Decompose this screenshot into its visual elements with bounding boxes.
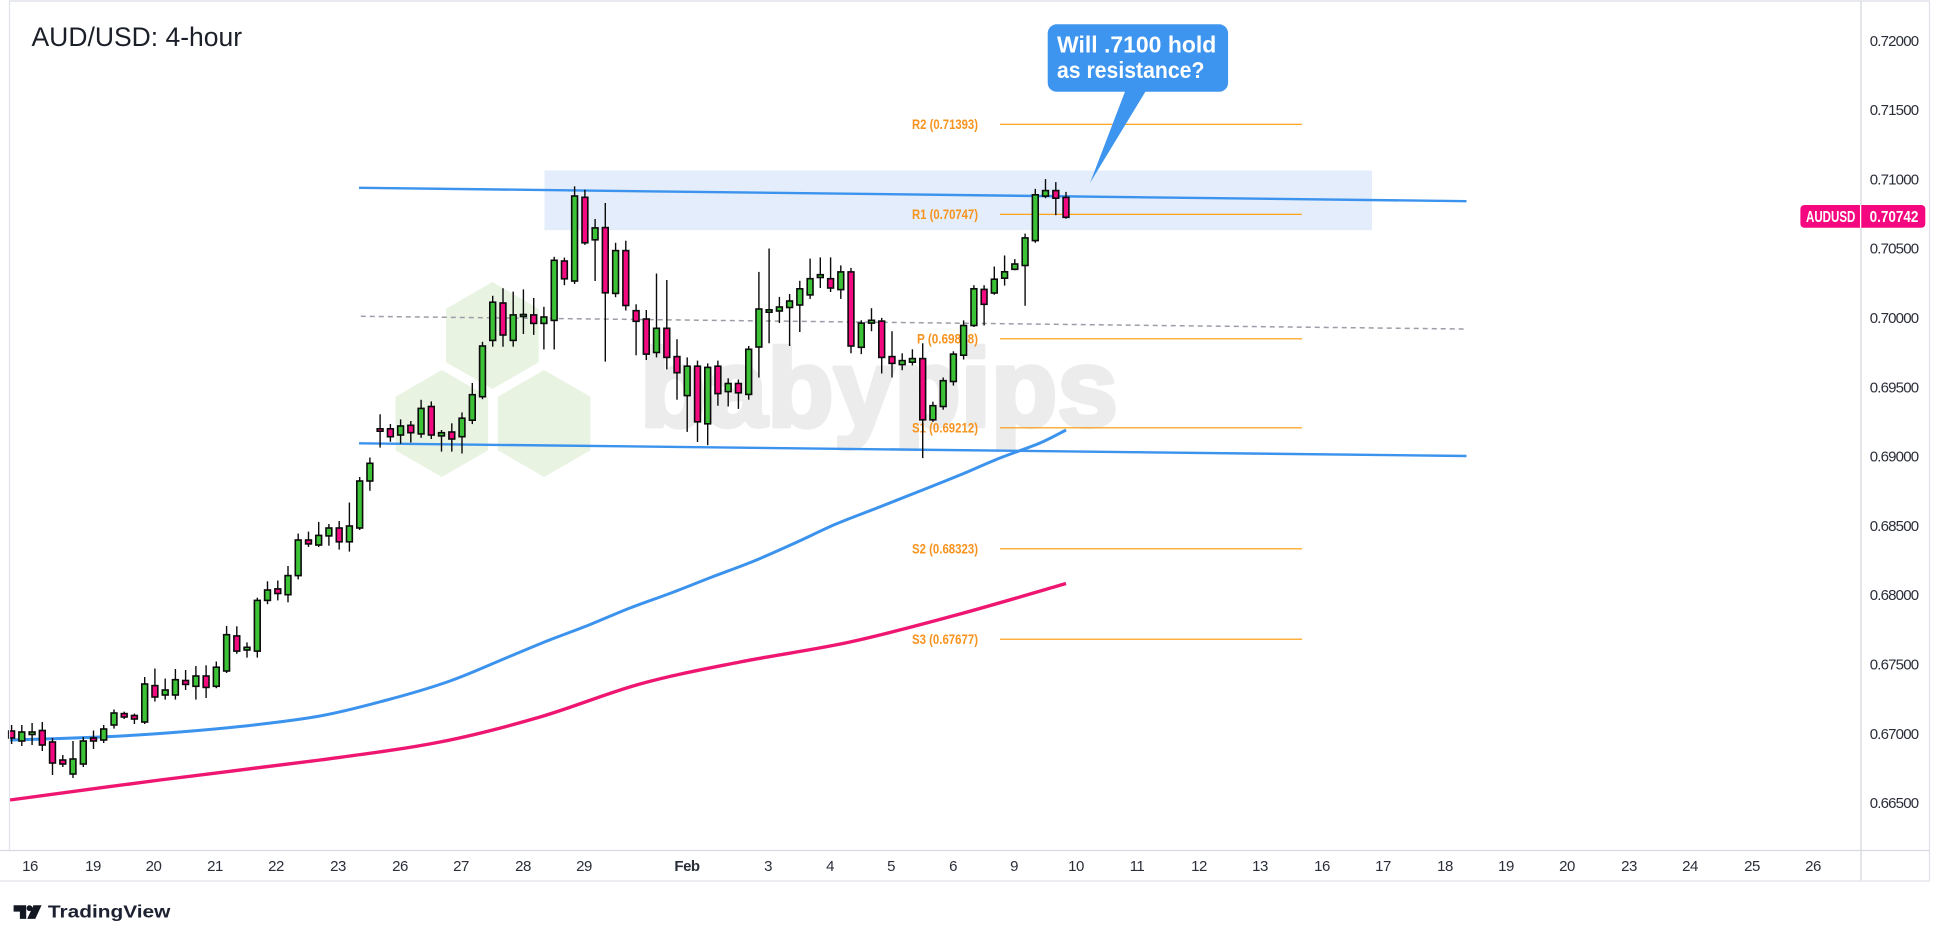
- svg-text:19: 19: [85, 858, 101, 875]
- svg-text:0.69500: 0.69500: [1870, 379, 1919, 396]
- svg-text:13: 13: [1252, 858, 1268, 875]
- svg-text:P (0.69848): P (0.69848): [917, 331, 978, 346]
- svg-text:17: 17: [1375, 858, 1391, 875]
- svg-text:19: 19: [1498, 858, 1514, 875]
- svg-text:0.66500: 0.66500: [1870, 795, 1919, 812]
- svg-text:as resistance?: as resistance?: [1057, 57, 1204, 83]
- svg-text:AUDUSD: AUDUSD: [1806, 209, 1855, 226]
- svg-text:0.70000: 0.70000: [1870, 310, 1919, 327]
- svg-text:0.72000: 0.72000: [1870, 33, 1919, 50]
- svg-text:Will .7100 hold: Will .7100 hold: [1057, 31, 1216, 57]
- svg-text:5: 5: [887, 858, 895, 875]
- svg-text:0.68000: 0.68000: [1870, 587, 1919, 604]
- svg-text:23: 23: [330, 858, 346, 875]
- svg-text:29: 29: [576, 858, 592, 875]
- svg-text:12: 12: [1191, 858, 1207, 875]
- svg-text:6: 6: [949, 858, 957, 875]
- svg-text:S3 (0.67677): S3 (0.67677): [912, 632, 978, 647]
- svg-text:27: 27: [453, 858, 469, 875]
- svg-text:0.69000: 0.69000: [1870, 449, 1919, 466]
- svg-text:S1 (0.69212): S1 (0.69212): [912, 420, 978, 435]
- svg-text:23: 23: [1621, 858, 1637, 875]
- svg-text:20: 20: [146, 858, 162, 875]
- svg-text:9: 9: [1010, 858, 1018, 875]
- svg-text:R2 (0.71393): R2 (0.71393): [912, 117, 978, 132]
- svg-text:0.68500: 0.68500: [1870, 518, 1919, 535]
- svg-text:16: 16: [22, 858, 38, 875]
- svg-text:R1 (0.70747): R1 (0.70747): [912, 207, 978, 222]
- svg-text:0.71000: 0.71000: [1870, 171, 1919, 188]
- svg-text:26: 26: [1805, 858, 1821, 875]
- svg-text:S2 (0.68323): S2 (0.68323): [912, 541, 978, 556]
- svg-text:28: 28: [515, 858, 531, 875]
- svg-text:AUD/USD: 4-hour: AUD/USD: 4-hour: [32, 22, 243, 52]
- svg-text:24: 24: [1682, 858, 1698, 875]
- svg-text:0.71500: 0.71500: [1870, 102, 1919, 119]
- svg-text:16: 16: [1314, 858, 1330, 875]
- svg-text:TradingView: TradingView: [48, 902, 171, 922]
- svg-text:21: 21: [207, 858, 223, 875]
- svg-text:0.70742: 0.70742: [1870, 209, 1919, 226]
- svg-text:0.67500: 0.67500: [1870, 657, 1919, 674]
- svg-text:25: 25: [1744, 858, 1760, 875]
- svg-text:Feb: Feb: [674, 858, 700, 875]
- svg-text:26: 26: [392, 858, 408, 875]
- svg-text:22: 22: [268, 858, 284, 875]
- svg-text:10: 10: [1068, 858, 1084, 875]
- svg-text:0.67000: 0.67000: [1870, 726, 1919, 743]
- svg-text:11: 11: [1130, 858, 1145, 875]
- svg-text:18: 18: [1437, 858, 1453, 875]
- svg-text:0.70500: 0.70500: [1870, 241, 1919, 258]
- svg-text:3: 3: [764, 858, 772, 875]
- svg-text:4: 4: [826, 858, 834, 875]
- svg-text:20: 20: [1559, 858, 1575, 875]
